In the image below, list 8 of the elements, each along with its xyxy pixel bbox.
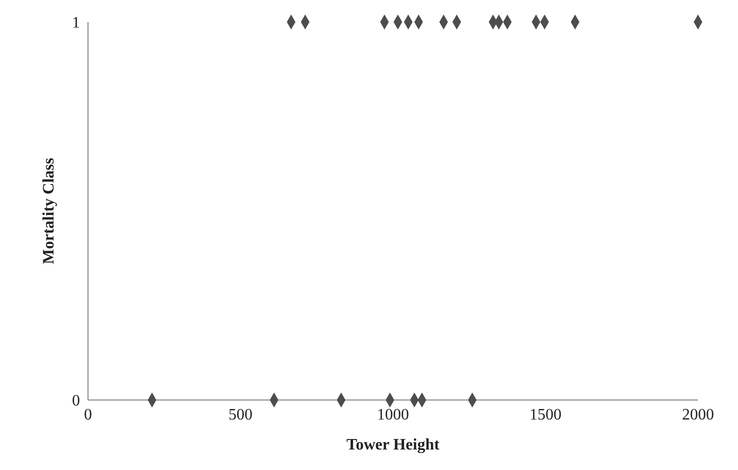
- x-tick-label: 1500: [530, 406, 562, 424]
- x-tick-label: 1000: [377, 406, 409, 424]
- y-tick-label: 1: [72, 14, 80, 32]
- y-axis-title: Mortality Class: [40, 158, 58, 264]
- x-tick-label: 0: [84, 406, 92, 424]
- x-tick-label: 2000: [682, 406, 714, 424]
- x-tick-label: 500: [228, 406, 252, 424]
- x-axis-title: Tower Height: [346, 436, 440, 454]
